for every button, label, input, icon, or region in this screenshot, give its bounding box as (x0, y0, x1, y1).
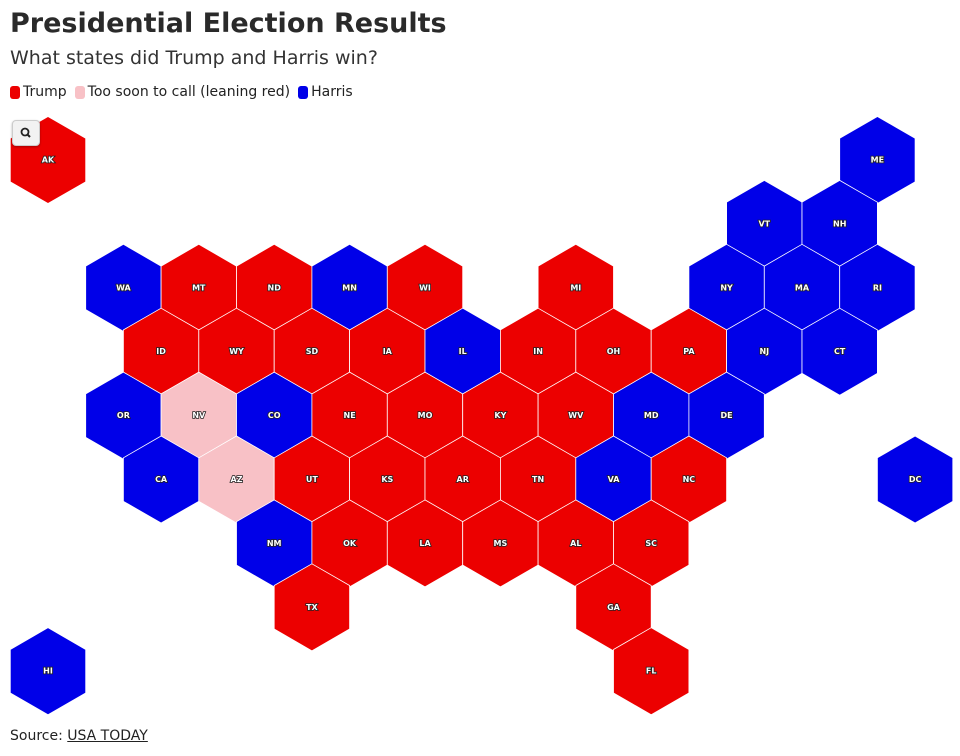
legend: Trump Too soon to call (leaning red) Harri… (10, 84, 353, 100)
state-label: IA (383, 347, 393, 356)
state-label: GA (607, 603, 621, 612)
legend-item: Harris (298, 84, 353, 100)
state-label: HI (43, 667, 53, 676)
state-label: AR (457, 475, 469, 484)
state-label: DC (909, 475, 922, 484)
legend-item: Trump (10, 84, 67, 100)
state-label: LA (419, 539, 431, 548)
state-label: MD (644, 411, 659, 420)
state-label: NH (833, 219, 846, 228)
state-label: MA (795, 283, 810, 292)
state-label: AK (42, 156, 55, 165)
legend-label: Harris (311, 84, 353, 100)
legend-label: Too soon to call (leaning red) (87, 84, 291, 100)
state-label: FL (646, 667, 657, 676)
state-label: DE (721, 411, 733, 420)
state-label: VA (608, 475, 621, 484)
state-label: UT (306, 475, 318, 484)
state-label: WA (116, 283, 131, 292)
state-label: NV (192, 411, 206, 420)
state-label: WI (419, 283, 431, 292)
state-hex (613, 627, 690, 716)
state-label: KY (494, 411, 506, 420)
state-label: MI (570, 283, 581, 292)
search-button[interactable] (12, 120, 40, 146)
state-label: AZ (231, 475, 243, 484)
state-label: OH (607, 347, 621, 356)
state-label: NM (267, 539, 282, 548)
state-label: NJ (759, 347, 769, 356)
state-label: NC (683, 475, 696, 484)
source-prefix: Source: (10, 728, 63, 744)
state-label: ND (268, 283, 282, 292)
state-label: SD (306, 347, 319, 356)
state-label: ID (156, 347, 166, 356)
state-label: OK (343, 539, 357, 548)
state-label: TX (306, 603, 318, 612)
state-label: KS (381, 475, 393, 484)
state-hex (9, 627, 87, 716)
state-label: CT (834, 347, 846, 356)
state-label: PA (683, 347, 695, 356)
state-label: SC (645, 539, 657, 548)
search-icon (20, 127, 31, 138)
hex-map: AK ME VT NH WA MT ND MN WI MI NY MA RI ID WY SD IA IL IN OH… (9, 116, 954, 716)
title: Presidential Election Results (10, 8, 447, 39)
source-link[interactable]: USA TODAY (67, 728, 148, 744)
legend-item: Too soon to call (leaning red) (74, 84, 291, 100)
state-label: RI (873, 283, 882, 292)
state-label: CO (268, 411, 281, 420)
state-label: NE (344, 411, 356, 420)
state-label: IN (533, 347, 543, 356)
legend-swatch (74, 85, 85, 99)
state-label: MO (418, 411, 433, 420)
state-label: ME (871, 156, 884, 165)
legend-swatch (298, 85, 309, 99)
state-label: MN (342, 283, 357, 292)
state-label: VT (758, 219, 770, 228)
state-label: OR (117, 411, 130, 420)
source: Source: USA TODAY (10, 728, 148, 744)
state-label: WY (229, 347, 244, 356)
subtitle: What states did Trump and Harris win? (10, 47, 378, 69)
state-label: TN (532, 475, 544, 484)
state-hex (801, 307, 878, 396)
state-hex (273, 563, 351, 652)
legend-label: Trump (23, 84, 67, 100)
state-label: CA (155, 475, 168, 484)
state-label: NY (720, 283, 733, 292)
state-label: IL (459, 347, 467, 356)
state-label: MT (192, 283, 206, 292)
state-label: WV (568, 411, 584, 420)
state-label: MS (494, 539, 508, 548)
state-hex (877, 435, 954, 524)
legend-swatch (10, 85, 20, 99)
state-label: AL (570, 539, 581, 548)
